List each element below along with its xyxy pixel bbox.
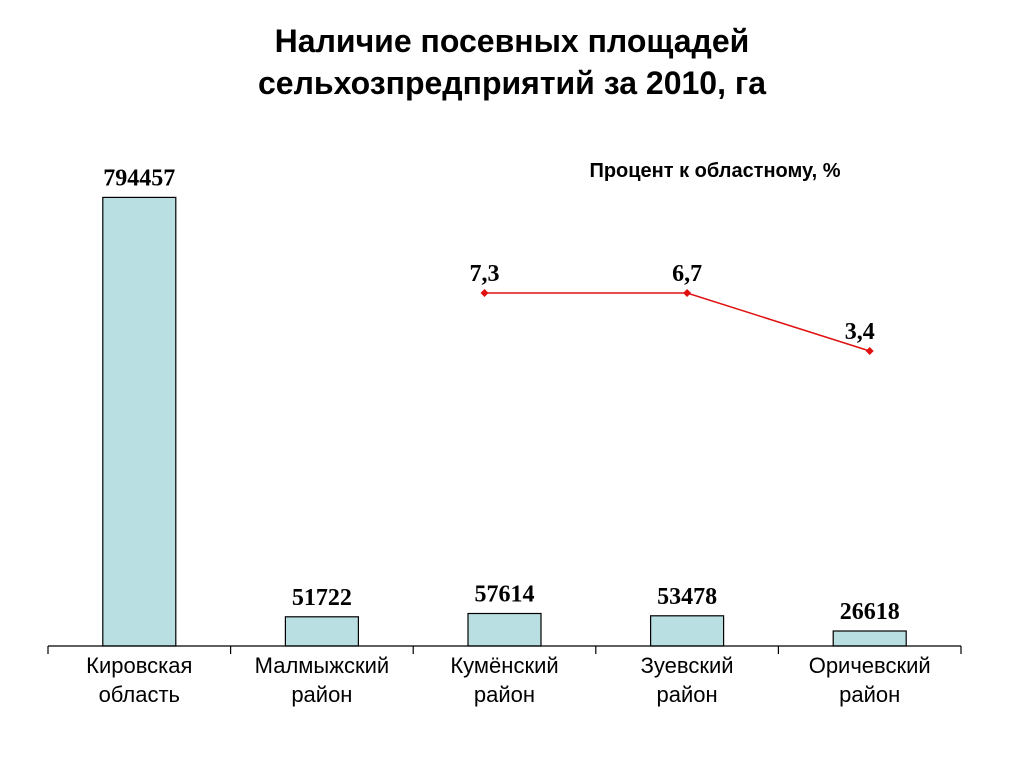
- percent-point-0: [480, 289, 489, 297]
- chart-title-line-1: Наличие посевных площадей: [274, 23, 750, 59]
- x-tick-label-0-0: Кировская: [86, 653, 192, 678]
- category-labels: Кировская область Малмыжский район Кумёнский…: [86, 653, 931, 707]
- x-tick-label-0-1: область: [99, 682, 180, 707]
- x-tick-label-1-1: район: [291, 682, 352, 707]
- bar-value-label-0: 794457: [103, 165, 175, 191]
- x-tick-label-3-0: Зуевский: [641, 653, 734, 678]
- bar-value-label-2: 57614: [475, 582, 535, 608]
- bar-3: [649, 615, 725, 647]
- percent-point-1: [683, 289, 692, 297]
- percent-line-group: 7,3 6,7 3,4: [470, 261, 875, 355]
- bar-group: 794457 51722 57614 53478 26618: [102, 165, 907, 647]
- bar-value-label-1: 51722: [292, 585, 352, 611]
- bar-4: [832, 630, 907, 647]
- percent-point-2: [865, 347, 874, 355]
- percent-label-2: 3,4: [845, 319, 875, 345]
- x-axis: [47, 645, 962, 654]
- percent-label-1: 6,7: [672, 261, 702, 287]
- bar-0: [102, 196, 177, 647]
- bar-value-label-3: 53478: [657, 584, 717, 610]
- bar-value-label-4: 26618: [840, 599, 900, 625]
- bar-2: [467, 612, 542, 647]
- percent-label-0: 7,3: [470, 261, 500, 287]
- percent-series-title: Процент к областному, %: [589, 160, 841, 182]
- percent-line: [484, 292, 870, 352]
- x-tick-label-3-1: район: [657, 682, 718, 707]
- x-tick-label-4-1: район: [839, 682, 900, 707]
- x-tick-label-2-1: район: [474, 682, 535, 707]
- bar-1: [284, 616, 359, 647]
- x-tick-label-2-0: Кумёнский: [450, 653, 558, 678]
- chart-title: Наличие посевных площадей сельхозпредпри…: [0, 20, 1024, 104]
- chart-title-line-2: сельхозпредприятий за 2010, га: [258, 65, 766, 101]
- x-tick-label-4-0: Оричевский: [809, 653, 931, 678]
- x-tick-label-1-0: Малмыжский: [255, 653, 390, 678]
